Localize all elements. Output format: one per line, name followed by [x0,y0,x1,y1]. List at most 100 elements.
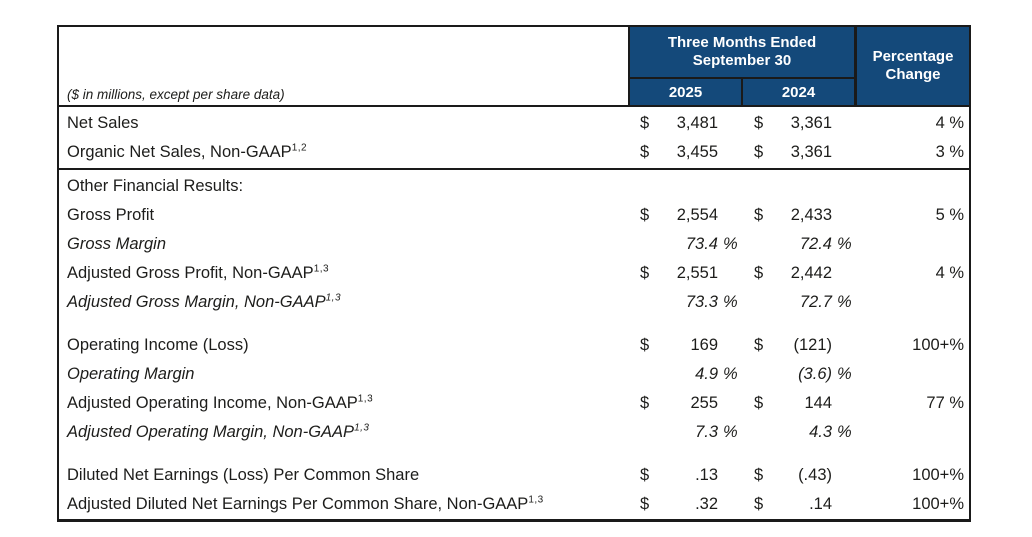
percentage-change-value: 77 % [926,394,964,412]
pct-header-line2: Change [885,66,941,83]
row-label: Other Financial Results: [67,177,244,195]
header-right-group: Three Months Ended September 30 2025 202… [630,27,969,105]
dollar-sign-2025: $ [640,394,650,412]
value-2024: (3.6) [798,365,832,383]
column-header-2025: 2025 [630,79,741,105]
row-label: Adjusted Gross Margin, Non-GAAP1,3 [67,292,342,311]
table-row: Operating Income (Loss) $ 169 $ (121) 10… [59,331,969,360]
value-2024: (121) [793,336,832,354]
table-row: Other Financial Results: [59,172,969,201]
value-2025: 73.4 [685,235,718,253]
value-2024: 2,442 [790,264,832,282]
percent-sign-2024: % [837,235,852,253]
pct-header-line1: Percentage [872,48,954,65]
year-columns: 2025 2024 [630,79,854,105]
value-2024: 3,361 [790,143,832,161]
table-body: Net Sales $ 3,481 $ 3,361 4 % Organic Ne… [59,107,969,519]
percentage-change-value: 100+% [912,466,964,484]
percent-sign-2024: % [837,365,852,383]
value-2024: .14 [809,495,832,513]
dollar-sign-2024: $ [754,466,764,484]
row-label: Adjusted Gross Profit, Non-GAAP1,3 [67,263,330,282]
percent-sign-2025: % [723,423,738,441]
dollar-sign-2024: $ [754,206,764,224]
value-2025: 2,551 [676,264,718,282]
table-row: Adjusted Gross Profit, Non-GAAP1,3 $ 2,5… [59,259,969,288]
value-2025: 3,455 [676,143,718,161]
table-row: Organic Net Sales, Non-GAAP1,2 $ 3,455 $… [59,138,969,167]
value-2025: 169 [690,336,718,354]
value-2024: 72.7 [799,293,832,311]
table-row: Net Sales $ 3,481 $ 3,361 4 % [59,109,969,138]
dollar-sign-2024: $ [754,394,764,412]
row-label: Operating Income (Loss) [67,336,249,354]
row-label: Adjusted Operating Income, Non-GAAP1,3 [67,393,374,412]
table-row: Adjusted Operating Income, Non-GAAP1,3 $… [59,389,969,418]
row-label: Operating Margin [67,365,195,383]
dollar-sign-2025: $ [640,466,650,484]
row-label: Organic Net Sales, Non-GAAP1,2 [67,142,308,161]
value-2025: 255 [690,394,718,412]
row-label: Net Sales [67,114,139,132]
row-label: Gross Profit [67,206,155,224]
value-2025: 3,481 [676,114,718,132]
table-row: Diluted Net Earnings (Loss) Per Common S… [59,461,969,490]
period-title-line1: Three Months Ended [667,34,817,51]
value-2025: 73.3 [685,293,718,311]
value-2025: .13 [695,466,718,484]
percent-sign-2024: % [837,293,852,311]
dollar-sign-2024: $ [754,114,764,132]
value-2024: 72.4 [799,235,832,253]
section-divider [59,168,969,170]
value-2024: 3,361 [790,114,832,132]
percentage-change-value: 3 % [935,143,964,161]
period-header-group: Three Months Ended September 30 2025 202… [630,27,857,105]
table-row: Operating Margin 4.9 % (3.6) % [59,360,969,389]
value-2025: .32 [695,495,718,513]
dollar-sign-2025: $ [640,264,650,282]
dollar-sign-2025: $ [640,143,650,161]
percentage-change-value: 4 % [935,114,964,132]
header-note-cell: ($ in millions, except per share data) [59,27,630,105]
percentage-change-value: 100+% [912,336,964,354]
column-header-2024: 2024 [741,79,854,105]
value-2024: 2,433 [790,206,832,224]
dollar-sign-2025: $ [640,495,650,513]
percentage-change-header: Percentage Change [857,27,969,105]
financial-results-table: ($ in millions, except per share data) T… [57,25,971,522]
percentage-change-value: 4 % [935,264,964,282]
value-2024: (.43) [798,466,832,484]
value-2025: 4.9 [695,365,718,383]
value-2025: 7.3 [695,423,718,441]
dollar-sign-2024: $ [754,336,764,354]
dollar-sign-2025: $ [640,336,650,354]
period-title-line2: September 30 [692,52,792,69]
table-row: Adjusted Gross Margin, Non-GAAP1,3 73.3 … [59,288,969,317]
table-row: Adjusted Diluted Net Earnings Per Common… [59,490,969,519]
percent-sign-2025: % [723,365,738,383]
units-note: ($ in millions, except per share data) [67,87,285,102]
dollar-sign-2025: $ [640,114,650,132]
percent-sign-2025: % [723,293,738,311]
value-2025: 2,554 [676,206,718,224]
table-row: Gross Profit $ 2,554 $ 2,433 5 % [59,201,969,230]
value-2024: 144 [804,394,832,412]
table-row: Adjusted Operating Margin, Non-GAAP1,3 7… [59,418,969,447]
dollar-sign-2025: $ [640,206,650,224]
percent-sign-2025: % [723,235,738,253]
percentage-change-value: 100+% [912,495,964,513]
value-2024: 4.3 [809,423,832,441]
percentage-change-value: 5 % [935,206,964,224]
row-label: Gross Margin [67,235,167,253]
percent-sign-2024: % [837,423,852,441]
period-title: Three Months Ended September 30 [630,27,854,79]
row-label: Diluted Net Earnings (Loss) Per Common S… [67,466,420,484]
table-header: ($ in millions, except per share data) T… [59,27,969,107]
dollar-sign-2024: $ [754,143,764,161]
dollar-sign-2024: $ [754,264,764,282]
row-label: Adjusted Operating Margin, Non-GAAP1,3 [67,422,370,441]
dollar-sign-2024: $ [754,495,764,513]
table-row: Gross Margin 73.4 % 72.4 % [59,230,969,259]
row-label: Adjusted Diluted Net Earnings Per Common… [67,494,544,513]
